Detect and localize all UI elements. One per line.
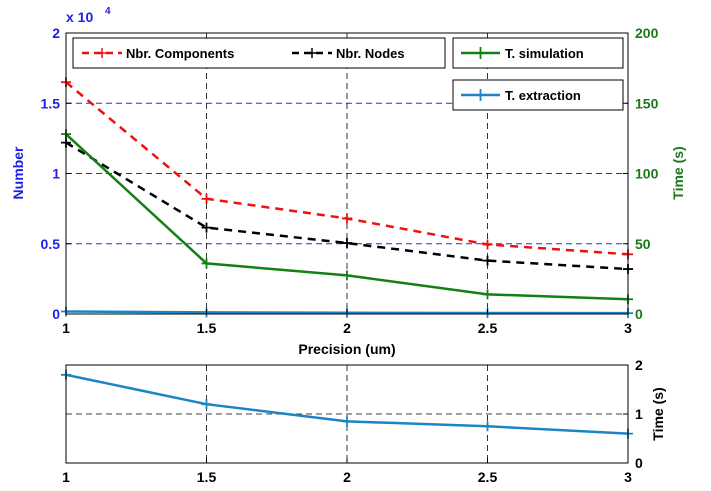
series-marker-2: [482, 289, 493, 300]
top-x-tick-label: 2.5: [478, 320, 498, 336]
legend-marker-simulation: [475, 47, 486, 59]
top-x-tick-label: 2: [343, 320, 351, 336]
bottom-x-tick-label: 1.5: [197, 469, 217, 485]
top-left-tick-label: 0.5: [41, 236, 61, 252]
legend-label-extraction: T. extraction: [505, 88, 581, 103]
series-marker-2: [201, 258, 212, 269]
series-marker-0: [482, 239, 493, 250]
top-right-ticks: 0 50 100 150 200: [623, 25, 659, 322]
top-left-ticks: 0 0.5 1 1.5 2: [41, 25, 71, 322]
top-left-tick-label: 1: [52, 166, 60, 182]
top-x-ticks: 1 1.5 2 2.5 3: [62, 309, 632, 336]
legend-box-simulation: T. simulation: [452, 37, 624, 69]
legend-frame-counts: [72, 37, 446, 69]
exponent-base-label: x 10: [66, 9, 93, 25]
bottom-x-tick-label: 3: [624, 469, 632, 485]
legend-label-components: Nbr. Components: [126, 46, 234, 61]
bottom-series-marker: [201, 399, 212, 410]
top-right-tick-label: 0: [635, 306, 643, 322]
top-left-axis-label: Number: [10, 146, 26, 199]
series-marker-1: [342, 238, 352, 249]
bottom-right-tick-label: 1: [635, 406, 643, 422]
legend-marker-extraction: [475, 89, 486, 101]
bottom-x-ticks: 1 1.5 2 2.5 3: [62, 458, 632, 485]
legend-label-simulation: T. simulation: [505, 46, 584, 61]
bottom-grid: [66, 365, 628, 463]
top-x-tick-label: 1.5: [197, 320, 217, 336]
series-marker-0: [342, 213, 352, 224]
bottom-x-tick-label: 2.5: [478, 469, 498, 485]
top-left-tick-label: 0: [52, 306, 60, 322]
series-marker-2: [342, 270, 352, 281]
legend-marker-nodes: [307, 48, 317, 58]
bottom-right-ticks: 0 1 2: [623, 357, 643, 471]
bottom-chart: 1 1.5 2 2.5 3 0 1 2 Time (s): [61, 357, 666, 485]
top-x-tick-label: 1: [62, 320, 70, 336]
top-right-tick-label: 150: [635, 95, 659, 111]
top-right-tick-label: 200: [635, 25, 659, 41]
series-marker-0: [201, 193, 212, 204]
top-left-tick-label: 1.5: [41, 95, 61, 111]
series-line-1: [65, 141, 629, 271]
bottom-x-tick-label: 1: [62, 469, 70, 485]
top-x-tick-label: 3: [624, 320, 632, 336]
top-x-axis-label: Precision (um): [298, 341, 395, 357]
top-chart: 1 1.5 2 2.5 3 0 0.5 1 1.5 2 0 50 100 150 200 Precisi…: [10, 6, 686, 357]
top-right-tick-label: 100: [635, 166, 659, 182]
legend-marker-components: [97, 48, 107, 58]
top-right-tick-label: 50: [635, 236, 651, 252]
series-marker-1: [201, 222, 212, 233]
legend-box-extraction: T. extraction: [452, 79, 624, 111]
series-marker-1: [482, 255, 493, 266]
exponent-power-label: 4: [105, 6, 111, 17]
bottom-right-axis-label: Time (s): [650, 387, 666, 440]
bottom-series-marker: [342, 416, 352, 427]
bottom-right-tick-label: 0: [635, 455, 643, 471]
bottom-right-tick-label: 2: [635, 357, 643, 373]
bottom-x-tick-label: 2: [343, 469, 351, 485]
bottom-series-marker: [482, 421, 493, 432]
legend-box-counts: Nbr. Components Nbr. Nodes: [72, 37, 446, 69]
top-right-axis-label: Time (s): [670, 146, 686, 199]
top-left-tick-label: 2: [52, 25, 60, 41]
legend-label-nodes: Nbr. Nodes: [336, 46, 405, 61]
